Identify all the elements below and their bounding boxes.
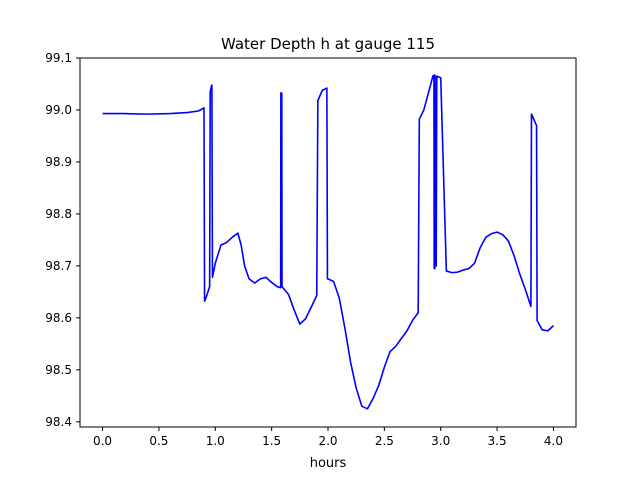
x-tick-label: 1.5 [262, 434, 281, 448]
y-tick-label: 98.9 [45, 155, 72, 169]
plot-area [102, 74, 554, 410]
x-axis-label: hours [310, 456, 347, 471]
x-tick-label: 1.0 [206, 434, 225, 448]
y-tick-label: 98.6 [45, 311, 72, 325]
series-line-1 [102, 74, 554, 410]
x-axis-ticks: 0.0 0.5 1.0 1.5 2.0 2.5 3.0 3.5 4.0 [93, 427, 563, 448]
y-tick-label: 98.4 [45, 415, 72, 429]
y-axis-ticks: 98.4 98.5 98.6 98.7 98.8 98.9 99.0 99.1 [45, 51, 80, 429]
y-tick-label: 98.7 [45, 259, 72, 273]
x-tick-label: 2.0 [318, 434, 337, 448]
x-tick-label: 3.5 [488, 434, 507, 448]
chart-title: Water Depth h at gauge 115 [221, 35, 435, 53]
plot-frame [79, 57, 577, 428]
x-tick-label: 0.0 [93, 434, 112, 448]
y-tick-label: 98.5 [45, 363, 72, 377]
x-tick-label: 2.5 [375, 434, 394, 448]
y-tick-label: 99.1 [45, 51, 72, 65]
x-tick-label: 0.5 [149, 434, 168, 448]
x-tick-label: 3.0 [431, 434, 450, 448]
y-tick-label: 98.8 [45, 207, 72, 221]
y-tick-label: 99.0 [45, 103, 72, 117]
x-tick-label: 4.0 [544, 434, 563, 448]
